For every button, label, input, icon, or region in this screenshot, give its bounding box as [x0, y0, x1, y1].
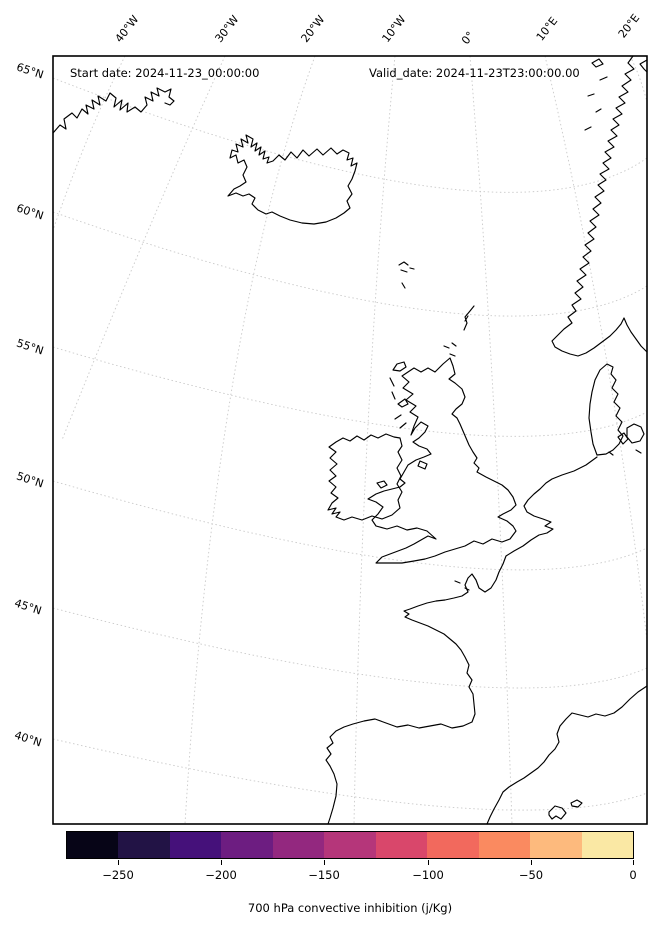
- coastline-balearic-islands: [548, 799, 583, 820]
- colorbar-tick: [531, 860, 533, 865]
- coastline-isle-of-man: [417, 460, 428, 470]
- parallel-40n: [52, 738, 648, 811]
- colorbar-tick-label: −100: [412, 868, 444, 882]
- meridian-0: [469, 55, 513, 825]
- colorbar-segment: [427, 832, 479, 858]
- colorbar-segment: [118, 832, 170, 858]
- coastline-norway-islands: [584, 58, 648, 131]
- colorbar-tick-label: −250: [102, 868, 134, 882]
- parallel-50n: [52, 480, 648, 571]
- colorbar-segment: [324, 832, 376, 858]
- coastline-faroe-islands: [398, 261, 415, 289]
- coastline-hebrides: [389, 361, 409, 429]
- parallel-45n: [52, 607, 648, 689]
- meridian-20e: [629, 55, 648, 103]
- start-date-annotation: Start date: 2024-11-23_00:00:00: [70, 66, 260, 80]
- colorbar-segment: [169, 832, 222, 858]
- colorbar-tick-label: −150: [308, 868, 340, 882]
- coastline-channel-islands: [454, 580, 470, 591]
- colorbar-segment: [67, 832, 119, 858]
- meridian-40w: [52, 55, 126, 231]
- coastline-greenland: [52, 87, 175, 134]
- parallel-60n: [52, 211, 648, 317]
- colorbar: [66, 831, 634, 859]
- coastline-orkney: [443, 342, 457, 357]
- coastline-ireland: [327, 433, 403, 521]
- colorbar-tick-label: −200: [205, 868, 237, 882]
- colorbar-tick: [118, 860, 120, 865]
- graticule-parallels: [52, 77, 648, 811]
- coastlines: [52, 55, 648, 825]
- parallel-65n: [52, 77, 648, 193]
- colorbar-segment: [221, 832, 273, 858]
- colorbar-tick: [633, 860, 635, 865]
- coastline-norway: [551, 55, 648, 357]
- colorbar-tick: [428, 860, 430, 865]
- colorbar-segment: [478, 832, 531, 858]
- colorbar-segment: [272, 832, 325, 858]
- coastline-anglesey: [376, 480, 388, 489]
- colorbar-tick-label: −50: [518, 868, 544, 882]
- meridian-20w: [184, 55, 316, 825]
- colorbar-segment: [530, 832, 582, 858]
- graticule-meridians: [52, 55, 648, 825]
- meridian-10e: [544, 55, 648, 641]
- coastline-iceland: [227, 134, 358, 225]
- colorbar-tick: [324, 860, 326, 865]
- coastline-danish-islands: [608, 423, 645, 456]
- coastline-shetland: [463, 305, 475, 331]
- colorbar-tick: [221, 860, 223, 865]
- valid-date-annotation: Valid_date: 2024-11-23T23:00:00.00: [369, 66, 580, 80]
- coastline-spain-mediterranean: [486, 685, 648, 825]
- coastline-denmark: [588, 363, 624, 456]
- colorbar-segment: [375, 832, 428, 858]
- colorbar-tick-label: 0: [629, 868, 637, 882]
- coastline-great-britain: [367, 357, 517, 564]
- map-frame: [52, 55, 648, 825]
- parallel-55n: [52, 346, 648, 437]
- coastline-continental-europe: [325, 456, 598, 825]
- meridian-30w: [61, 55, 226, 441]
- meridian-10w: [353, 55, 396, 825]
- colorbar-segment: [581, 832, 633, 858]
- colorbar-title: 700 hPa convective inhibition (j/Kg): [247, 901, 453, 915]
